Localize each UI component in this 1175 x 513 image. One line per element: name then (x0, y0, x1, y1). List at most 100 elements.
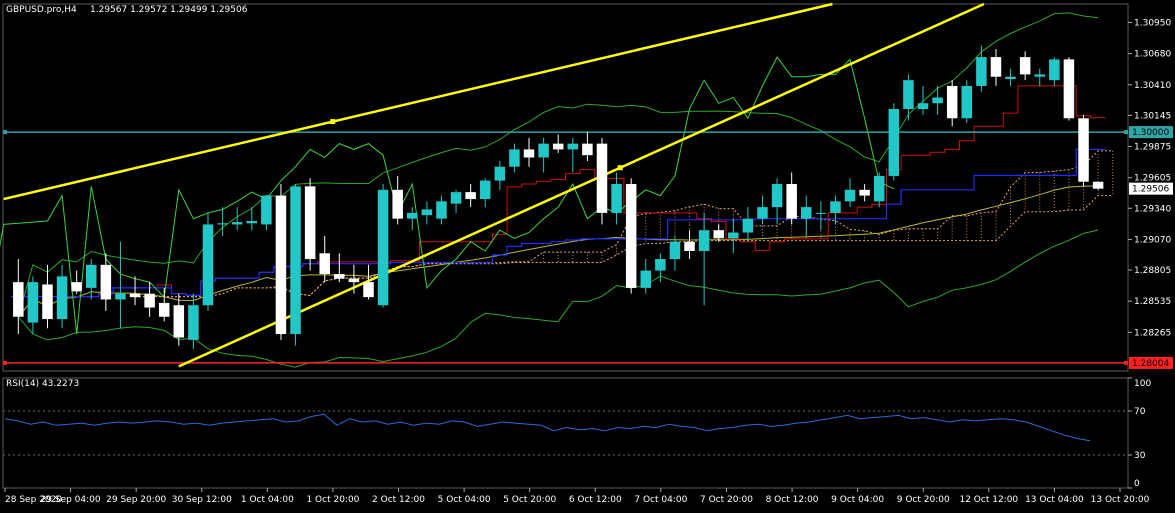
candle-body (261, 195, 272, 225)
price-tick-label: 1.29340 (1134, 204, 1171, 214)
trendlines (3, 2, 985, 368)
candle-body (786, 184, 797, 219)
rsi-line (4, 413, 1091, 442)
time-tick-label: 2 Oct 12:00 (372, 495, 425, 505)
candle-body (742, 218, 754, 233)
candle-body (961, 85, 973, 119)
candle-body (713, 230, 724, 239)
time-tick-label: 13 Oct 04:00 (1025, 495, 1084, 505)
candle-body (27, 282, 39, 323)
candle-body (1078, 118, 1089, 182)
line-handle-left[interactable] (3, 360, 7, 365)
trendline[interactable] (178, 2, 985, 368)
candle-body (86, 264, 97, 288)
candle-body (771, 184, 783, 208)
candle-body (290, 186, 301, 335)
rsi-tick-label: 30 (1134, 451, 1146, 461)
price-tick-label: 1.30410 (1134, 81, 1171, 91)
line-handle-right[interactable] (1124, 130, 1128, 135)
candle-body (334, 274, 345, 279)
time-tick-label: 30 Sep 12:00 (172, 495, 232, 505)
candle-body (407, 212, 418, 219)
candle-body (465, 192, 476, 200)
candle-body (640, 270, 652, 288)
kumo-span-a (135, 150, 1113, 298)
candle-body (655, 259, 666, 271)
candle-body (888, 109, 900, 176)
candle-body (348, 278, 360, 283)
time-tick-label: 5 Oct 04:00 (438, 495, 491, 505)
candle-body (100, 264, 112, 300)
candle-body (421, 209, 433, 216)
trendline-handle[interactable] (330, 119, 336, 125)
candle-body (202, 224, 214, 306)
kijun-line (11, 148, 1106, 298)
line-handle-left[interactable] (3, 130, 7, 135)
price-tick-label: 1.28265 (1134, 328, 1171, 338)
candle-body (173, 305, 185, 338)
candle-body (377, 189, 389, 306)
candle-body (1063, 59, 1075, 119)
price-tick-label: 1.30145 (1134, 111, 1171, 121)
candle-body (946, 85, 958, 119)
rsi-tick-label: 70 (1134, 407, 1146, 417)
candle-body (494, 166, 506, 181)
rsi-tick-label: 0 (1134, 479, 1140, 489)
candle-body (304, 186, 316, 260)
current-price-text: 1.29506 (1132, 185, 1169, 195)
time-tick-label: 13 Oct 20:00 (1091, 495, 1150, 505)
candle-body (275, 195, 287, 335)
candle-body (450, 192, 462, 204)
rsi-panel: 100 70 30 0 (3, 377, 1151, 489)
candle-body (71, 282, 82, 292)
candle-body (363, 282, 374, 298)
candle-body (903, 80, 914, 110)
candle-body (1092, 181, 1104, 189)
candle-body (684, 241, 695, 251)
candle-body (976, 57, 987, 86)
candle-body (596, 143, 608, 213)
main-chart-title: GBPUSD.pro,H4 (6, 5, 77, 15)
price-tick-label: 1.30680 (1134, 50, 1171, 60)
candle-body (509, 149, 520, 167)
main-panel-border (2, 3, 1129, 372)
time-tick-label: 12 Oct 12:00 (959, 495, 1018, 505)
chikou-line (0, 56, 895, 335)
candle-body (873, 175, 885, 202)
time-tick-label: 28 Sep 2020 (5, 495, 62, 505)
candle-body (217, 223, 228, 225)
price-tick-label: 1.29605 (1134, 174, 1171, 184)
candle-body (479, 180, 491, 200)
candle-body (698, 230, 710, 251)
time-tick-label: 8 Oct 12:00 (766, 495, 819, 505)
candle-body (611, 184, 622, 213)
current-price-box (1129, 182, 1173, 195)
candle-body (523, 149, 535, 158)
ohlc-readout: 1.29567 1.29572 1.29499 1.29506 (90, 5, 248, 15)
candle-body (538, 143, 549, 158)
candle-body (231, 222, 243, 225)
candle-body (1005, 76, 1016, 80)
time-tick-label: 7 Oct 04:00 (634, 495, 687, 505)
trendline-handle[interactable] (617, 165, 623, 171)
candle-body (625, 184, 637, 288)
line-handle-right[interactable] (1124, 360, 1128, 365)
price-label-text: 1.28004 (1132, 359, 1169, 369)
price-tick-label: 1.30950 (1134, 18, 1171, 28)
candle-body (859, 189, 870, 196)
band-upper (17, 12, 1099, 317)
candle-body (801, 207, 812, 219)
price-label-text: 1.30000 (1132, 128, 1169, 138)
candles (13, 45, 1104, 350)
candle-body (129, 293, 141, 298)
candle-body (188, 305, 199, 340)
candle-body (115, 293, 126, 300)
rsi-title: RSI(14) 43.2273 (6, 379, 79, 389)
price-label-box (1129, 356, 1173, 369)
axes: 1.30950 1.30680 1.30410 1.30145 1.29875 1.296… (4, 18, 1171, 505)
candle-body (932, 97, 943, 104)
grid (2, 3, 1129, 489)
candle-body (246, 220, 258, 224)
trendline[interactable] (3, 2, 833, 201)
